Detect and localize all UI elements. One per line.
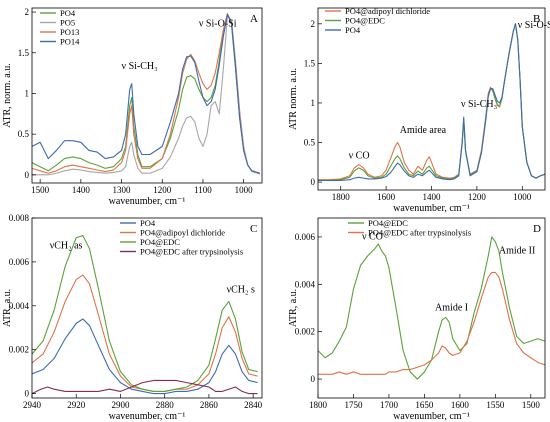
x-tick-label: 2940 — [23, 400, 42, 410]
chart-panel-a: 1500 1400 1300 1200 1100 1000 0 0.5 1 1.5 2 wavenum… — [2, 7, 263, 207]
x-tick-label: 1300 — [113, 185, 132, 195]
x-tick-label: 2880 — [156, 400, 175, 410]
legend-entry: PO5 — [60, 18, 75, 28]
chart-panel-c: 2940 2920 2900 2880 2860 2840 0 0.002 0.004 0.006… — [2, 213, 263, 422]
x-tick-label: 2900 — [111, 400, 130, 410]
legend-entry: PO4 — [140, 218, 156, 228]
x-tick-label: 1800 — [309, 400, 328, 410]
x-tick-label: 1700 — [380, 400, 399, 410]
x-axis-label: wavenumber, cm⁻¹ — [393, 411, 470, 422]
plot-area — [32, 235, 258, 395]
x-tick-label: 1000 — [513, 192, 532, 202]
x-tick-label: 1100 — [194, 185, 212, 195]
axes-frame — [317, 217, 546, 399]
x-tick-label: 1400 — [423, 192, 442, 202]
annotation-label: νCH₂ s — [227, 285, 255, 296]
x-tick-label: 2840 — [244, 400, 263, 410]
x-axis-label: wavenumber, cm⁻¹ — [109, 196, 186, 207]
plot-area — [32, 13, 261, 176]
x-tick-label: 1600 — [377, 192, 396, 202]
x-tick-label: 1600 — [451, 400, 470, 410]
axes-frame — [31, 7, 263, 184]
panel-letter: D — [533, 223, 541, 235]
y-tick-label: 0.006 — [9, 257, 30, 267]
y-axis-label: ATR norm. a.u. — [288, 68, 299, 130]
legend-entry: PO4 — [345, 25, 361, 35]
x-tick-label: 1000 — [235, 185, 254, 195]
chart-panel-b: 1800 1600 1400 1200 1000 0 0.5 1 1.5 2 wavenumber,… — [288, 6, 550, 214]
plot-area — [318, 236, 545, 380]
legend-entry: PO4@adipoyl dichloride — [140, 228, 225, 238]
x-tick-label: 1500 — [522, 400, 541, 410]
y-tick-label: 0 — [25, 389, 30, 399]
annotation-label: Amide II — [499, 246, 535, 257]
y-tick-label: 1 — [311, 98, 316, 108]
y-tick-label: 2 — [311, 19, 316, 29]
y-tick-label: 2 — [25, 7, 30, 17]
panel-letter: A — [250, 13, 258, 25]
x-tick-label: 1400 — [72, 185, 91, 195]
annotation-label: ν CO — [362, 231, 383, 242]
x-axis-label: wavenumber, cm⁻¹ — [109, 411, 186, 422]
series-line-3 — [318, 23, 545, 182]
y-tick-label: 0.006 — [295, 232, 316, 242]
x-tick-label: 2860 — [200, 400, 219, 410]
legend-entry: PO4@EDC after trypsinolysis — [368, 228, 471, 238]
annotation-label: ν Si-CH₃ — [461, 99, 497, 110]
y-tick-label: 0.004 — [295, 279, 316, 289]
x-tick-label: 1550 — [486, 400, 505, 410]
legend-entry: PO4@EDC — [368, 218, 408, 228]
legend-entry: PO4@EDC — [345, 16, 385, 26]
annotation-label: Amide area — [400, 125, 447, 136]
y-tick-label: 0.5 — [304, 138, 316, 148]
legend-entry: PO14 — [60, 37, 80, 47]
y-axis-label: ATR, a.u. — [288, 289, 299, 327]
panel-letter: C — [250, 223, 257, 235]
x-tick-label: 1200 — [468, 192, 487, 202]
annotation-label: ν Si-O-Si — [199, 19, 237, 30]
panel-letter: B — [533, 13, 540, 25]
axes-frame — [31, 217, 263, 399]
legend-entry: PO4@EDC — [140, 237, 180, 247]
annotation-label: ν Si-O-Si — [518, 20, 550, 31]
series-line-4 — [32, 13, 261, 174]
legend-entry: PO4 — [60, 8, 76, 18]
x-tick-label: 1500 — [31, 185, 50, 195]
x-tick-label: 1750 — [344, 400, 363, 410]
y-tick-label: 0 — [311, 374, 316, 384]
legend-entry: PO4@adipoyl dichloride — [345, 6, 430, 16]
annotation-label: ν CO — [349, 150, 370, 161]
series-line-2 — [318, 271, 545, 375]
plot-area — [318, 23, 545, 182]
y-tick-label: 0.004 — [9, 301, 30, 311]
annotation-label: ν Si-CH₃ — [122, 61, 158, 72]
y-axis-label: ATR, norm. a.u. — [2, 63, 13, 127]
x-tick-label: 1800 — [332, 192, 351, 202]
x-tick-label: 1200 — [153, 185, 172, 195]
y-tick-label: 0 — [25, 170, 30, 180]
y-tick-label: 0 — [311, 177, 316, 187]
y-tick-label: 0.008 — [9, 213, 30, 223]
y-tick-label: 0.002 — [9, 345, 29, 355]
series-line-4 — [32, 379, 258, 395]
series-line-3 — [32, 235, 258, 392]
annotation-label: Amide I — [435, 302, 468, 313]
chart-panel-d: 1800 1750 1700 1650 1600 1550 1500 0 0.002 0.004 0… — [288, 217, 546, 422]
series-line-1 — [32, 318, 258, 395]
legend-entry: PO4@EDC after trypsinolysis — [140, 247, 243, 257]
legend-entry: PO13 — [60, 27, 79, 37]
y-tick-label: 1.5 — [304, 58, 316, 68]
y-tick-label: 0.5 — [18, 129, 30, 139]
y-tick-label: 1.5 — [18, 48, 30, 58]
y-axis-label: ATR, a.u. — [2, 289, 13, 327]
x-tick-label: 1650 — [415, 400, 434, 410]
y-tick-label: 1 — [25, 88, 30, 98]
series-line-2 — [32, 274, 258, 392]
y-tick-label: 0.002 — [295, 327, 315, 337]
x-axis-label: wavenumber, cm⁻¹ — [393, 203, 470, 214]
series-line-1 — [318, 236, 545, 380]
annotation-label: νCH₂ as — [50, 241, 83, 252]
x-tick-label: 2920 — [67, 400, 86, 410]
